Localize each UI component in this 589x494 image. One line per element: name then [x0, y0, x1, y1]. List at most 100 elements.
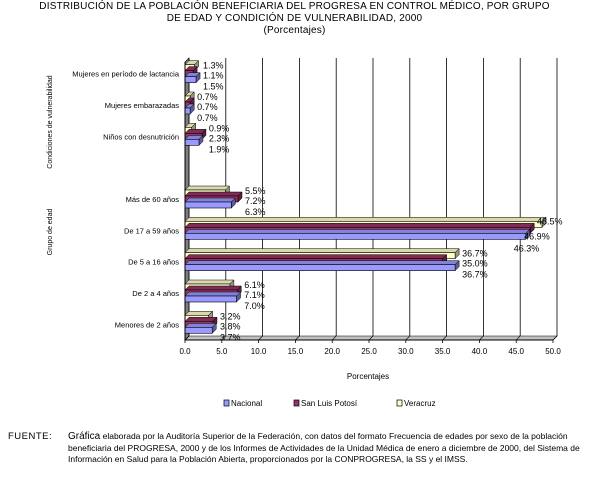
data-label: 0.9%: [209, 123, 230, 133]
data-label: 1.1%: [203, 71, 224, 81]
category-label: De 5 a 16 años: [128, 258, 179, 267]
bar: [184, 76, 197, 83]
bar: [184, 264, 456, 271]
x-tick-label: 10.0: [251, 347, 267, 356]
data-label: 0.7%: [197, 113, 218, 123]
bar-top: [184, 229, 531, 234]
source-text: Gráfica elaborada por la Auditoría Super…: [68, 431, 580, 466]
data-label: 7.2%: [245, 196, 266, 206]
bar: [184, 327, 213, 334]
x-tick-label: 30.0: [398, 347, 414, 356]
bar-top: [184, 317, 218, 322]
grid-floor-line: [258, 335, 263, 341]
x-tick-label: 0.0: [179, 347, 191, 356]
x-tick-label: 20.0: [324, 347, 340, 356]
bar-top: [184, 248, 460, 253]
data-label: 1.5%: [203, 82, 224, 92]
x-tick-label: 50.0: [545, 347, 561, 356]
bar-top: [184, 254, 448, 259]
data-label: 3.7%: [220, 332, 241, 342]
grid-floor-line: [184, 335, 190, 341]
x-tick-label: 45.0: [508, 347, 524, 356]
category-label: Menores de 2 años: [115, 320, 179, 329]
data-label: 1.9%: [209, 144, 230, 154]
data-label: 36.7%: [462, 249, 488, 259]
source-label: FUENTE:: [8, 431, 53, 442]
bar: [184, 107, 191, 115]
data-label: 7.0%: [244, 301, 265, 311]
x-axis-title: Porcentajes: [347, 372, 389, 381]
bar-top: [184, 311, 214, 316]
data-label: 3.2%: [220, 311, 241, 321]
grid-floor-line: [405, 335, 411, 341]
grid-floor-line: [442, 335, 447, 341]
bar: [184, 233, 527, 240]
bars: [184, 60, 547, 334]
chart-title-line-2: DE EDAD Y CONDICIÓN DE VULNERABILIDAD, 2…: [166, 13, 423, 24]
category-label: Mujeres embarazadas: [105, 101, 179, 110]
legend-label: Veracruz: [404, 399, 436, 408]
x-axis-ticks: 0.0 5.0 10.0 15.0 20.0 25.0 30.0 35.0 40.0 45.0 50…: [179, 340, 561, 356]
data-label: 36.7%: [462, 270, 488, 280]
category-labels: Mujeres en período de lactancia Mujeres e…: [72, 70, 180, 330]
bar: [184, 201, 232, 209]
data-label: 0.7%: [197, 92, 218, 102]
bar-top: [184, 223, 535, 228]
grid-floor-line: [368, 335, 374, 341]
bar: [184, 139, 200, 146]
bar-top: [184, 191, 243, 197]
data-label: 5.5%: [245, 186, 266, 196]
legend-swatch: [223, 399, 230, 407]
x-tick-label: 40.0: [472, 347, 488, 356]
bar-top: [184, 185, 231, 191]
data-label: 48.5%: [537, 216, 563, 226]
data-label: 7.1%: [244, 290, 265, 300]
bar-top: [184, 285, 242, 291]
data-label: 6.3%: [245, 207, 266, 217]
category-label: De 17 a 59 años: [124, 226, 179, 235]
chart-title: DISTRIBUCIÓN DE LA POBLACIÓN BENEFICIARI…: [0, 1, 589, 37]
legend-swatch: [293, 399, 300, 407]
category-label: De 2 a 4 años: [132, 289, 179, 298]
chart-title-line-3: (Porcentajes): [263, 25, 326, 36]
legend-label: Nacional: [231, 399, 262, 408]
data-labels: 1.3%1.1%1.5%0.7%0.7%0.7%0.9%2.3%1.9%5.5%…: [197, 61, 562, 343]
x-tick-label: 15.0: [288, 347, 304, 356]
legend-swatch: [396, 399, 403, 407]
grid-lines: [184, 58, 558, 341]
legend-label: San Luis Potosí: [301, 399, 358, 408]
bar-top: [184, 279, 235, 285]
x-tick-label: 25.0: [361, 347, 377, 356]
bar-top: [184, 291, 242, 297]
data-label: 46.3%: [514, 243, 540, 253]
data-label: 35.0%: [462, 259, 488, 269]
grid-floor-line: [221, 335, 227, 341]
data-label: 6.1%: [244, 280, 265, 290]
data-label: 46.9%: [524, 231, 550, 241]
source-body: elaborada por la Auditoría Superior de l…: [68, 431, 580, 464]
data-label: 1.3%: [203, 61, 224, 71]
grid-floor-line: [331, 335, 337, 341]
chart-title-line-1: DISTRIBUCIÓN DE LA POBLACIÓN BENEFICIARI…: [39, 1, 550, 12]
x-tick-label: 5.0: [216, 347, 228, 356]
bar-top: [184, 260, 460, 265]
bar-top: [184, 217, 547, 222]
x-tick-label: 35.0: [435, 347, 451, 356]
grid-floor-line: [552, 335, 558, 341]
grid-floor-line: [295, 335, 300, 341]
data-label: 2.3%: [209, 133, 230, 143]
category-label: Más de 60 años: [126, 195, 180, 204]
group-label-vulnerability: Condiciones de vulnerabilidad: [47, 75, 54, 169]
category-label: Niños con desnutrición: [103, 132, 179, 141]
source-lead: Gráfica: [68, 431, 101, 442]
data-label: 0.7%: [197, 102, 218, 112]
category-label: Mujeres en período de lactancia: [72, 70, 180, 79]
data-label: 3.8%: [220, 321, 241, 331]
bar-top: [184, 323, 217, 328]
grid-floor-line: [515, 335, 521, 341]
bar: [184, 295, 237, 303]
bar-top: [184, 197, 236, 203]
bar-chart: 0.0 5.0 10.0 15.0 20.0 25.0 30.0 35.0 40.0 45.0 50…: [47, 57, 562, 408]
group-label-age: Grupo de edad: [47, 209, 54, 256]
legend: Nacional San Luis Potosí Veracruz: [223, 399, 436, 408]
